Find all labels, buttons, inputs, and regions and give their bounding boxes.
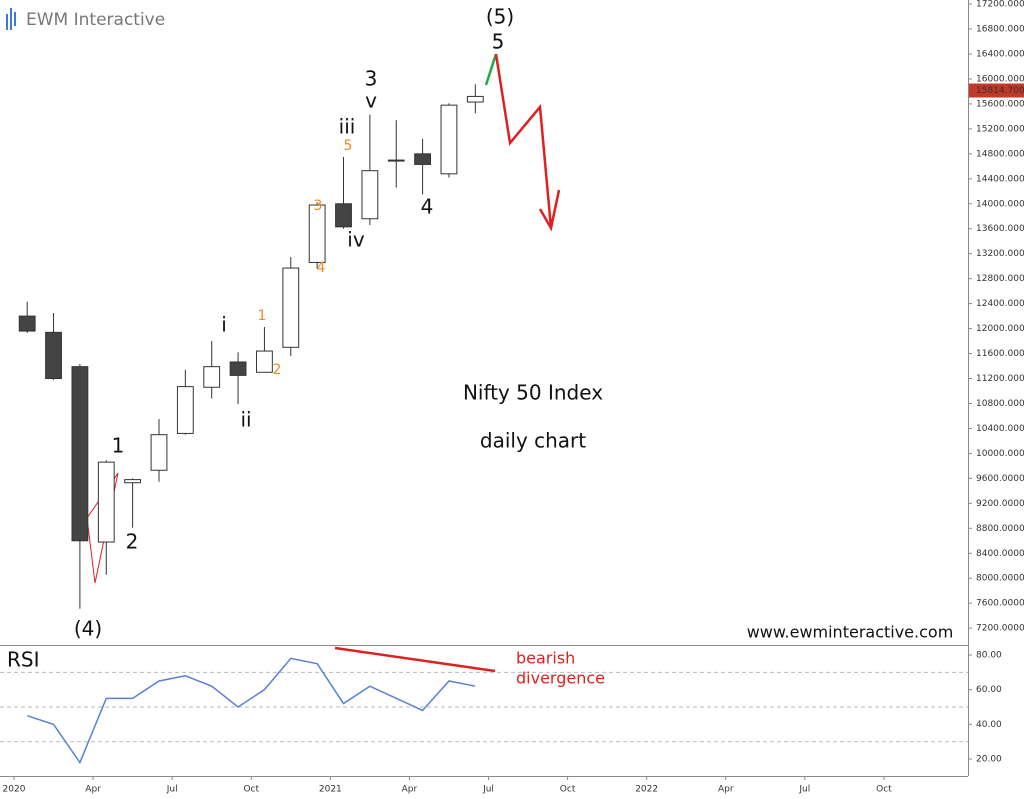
y-tick-label: 13200.0000 [976,249,1024,259]
x-tick-label: Apr [85,785,101,795]
y-tick-label: 10400.0000 [976,424,1024,434]
candle-body [414,153,432,165]
x-tick-label: 2021 [319,785,342,795]
wave-label: 3 [365,67,378,91]
wave-label: www.ewminteractive.com [747,623,954,642]
wave-label: 5 [492,30,505,54]
x-tick-label: 2022 [635,785,658,795]
x-tick-label: Jul [166,785,178,795]
candle-body [229,361,247,376]
x-tick-label: Oct [560,785,576,795]
y-tick-label: 11200.0000 [976,374,1024,384]
x-tick-label: Oct [243,785,259,795]
candle-body [466,95,484,103]
candle-body [71,366,89,542]
y-tick-label: 15200.0000 [976,124,1024,134]
last-price-box [969,83,1024,98]
y-tick-label: 13600.0000 [976,224,1024,234]
candle-body [150,434,168,471]
wave-label: 2 [273,362,282,378]
y-tick-label: 9200.0000 [976,499,1024,509]
wave-label: i [221,313,227,337]
wave-label: iii [339,115,356,139]
wave-label: (5) [486,5,514,29]
candle-body [124,479,142,484]
y-tick-label: 14000.0000 [976,199,1024,209]
wave-label: 1 [112,434,125,458]
candle-body [387,159,405,162]
wave-label: 4 [421,195,434,219]
candle-body [176,386,194,434]
y-tick-label: 12000.0000 [976,324,1024,334]
candle-body [308,204,326,263]
candle-body [256,350,273,373]
y-tick-label: 8400.0000 [976,549,1024,559]
last-price-label: 15814.7000 [976,86,1024,96]
logo: EWM Interactive [6,8,165,30]
candle-body [440,104,458,175]
candle-body [18,315,36,332]
wave-label: 1 [258,308,267,324]
wave-label: Nifty 50 Index [463,381,603,405]
logo-text: EWM Interactive [26,10,165,30]
wave-label: daily chart [480,429,586,453]
divergence-label: bearish [516,649,575,668]
candle-body [45,331,62,380]
y-tick-label: 7200.0000 [976,624,1024,634]
wave-drawings [86,53,561,673]
y-tick-label: 16800.0000 [976,25,1024,35]
rsi-line [26,657,476,765]
candle-body [282,267,300,348]
y-tick-label: 40.00 [976,720,1002,730]
candle-body [203,366,221,388]
candle-body [335,203,352,228]
x-tick-label: 2020 [3,785,26,795]
x-tick-label: Jul [482,785,494,795]
y-tick-label: 8800.0000 [976,524,1024,534]
y-tick-label: 12400.0000 [976,299,1024,309]
y-tick-label: 17200.0000 [976,0,1024,10]
x-tick-label: Jul [798,785,810,795]
y-tick-label: 80.00 [976,650,1002,660]
y-tick-label: 16000.0000 [976,74,1024,84]
wave-label: 2 [126,530,139,554]
wave-label: (4) [74,617,102,641]
y-tick-label: 9600.0000 [976,474,1024,484]
wave-label: ii [240,408,251,432]
y-tick-label: 20.00 [976,755,1002,765]
x-tick-label: Apr [402,785,418,795]
panel-title: RSI [7,648,40,672]
wave-label: 4 [317,260,326,276]
y-tick-label: 14400.0000 [976,174,1024,184]
y-tick-label: 7600.0000 [976,599,1024,609]
y-tick-label: 10000.0000 [976,449,1024,459]
candle-body [361,170,379,220]
y-tick-label: 8000.0000 [976,574,1024,584]
x-tick-label: Oct [876,785,892,795]
y-tick-label: 15600.0000 [976,99,1024,109]
y-tick-label: 16400.0000 [976,49,1024,59]
y-tick-label: 11600.0000 [976,349,1024,359]
wave-label: iv [347,228,365,252]
y-tick-label: 12800.0000 [976,274,1024,284]
wave-label: v [365,89,377,113]
y-tick-label: 14800.0000 [976,149,1024,159]
x-tick-label: Apr [718,785,734,795]
candle-body [97,461,115,543]
y-tick-label: 10800.0000 [976,399,1024,409]
wave-label: 5 [344,138,353,154]
y-tick-label: 60.00 [976,685,1002,695]
divergence-label: divergence [516,669,605,688]
wave-label: 3 [314,198,323,214]
